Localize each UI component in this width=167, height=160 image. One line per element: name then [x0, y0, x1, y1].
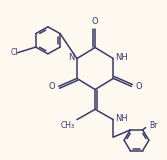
Text: NH: NH	[115, 114, 128, 123]
Text: O: O	[135, 82, 142, 91]
Text: Br: Br	[150, 121, 158, 131]
Text: N: N	[68, 53, 75, 62]
Text: O: O	[48, 82, 55, 91]
Text: CH₃: CH₃	[61, 121, 75, 130]
Text: O: O	[92, 17, 98, 26]
Text: Cl: Cl	[11, 48, 19, 57]
Text: NH: NH	[115, 53, 128, 62]
